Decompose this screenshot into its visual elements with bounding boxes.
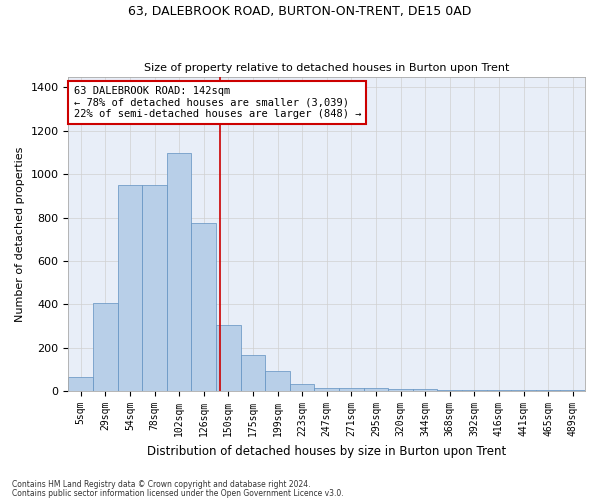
Bar bbox=[93, 304, 118, 391]
Title: Size of property relative to detached houses in Burton upon Trent: Size of property relative to detached ho… bbox=[144, 63, 509, 73]
Bar bbox=[167, 152, 191, 391]
Bar bbox=[511, 390, 536, 391]
Bar bbox=[241, 356, 265, 391]
X-axis label: Distribution of detached houses by size in Burton upon Trent: Distribution of detached houses by size … bbox=[147, 444, 506, 458]
Bar bbox=[290, 384, 314, 391]
Text: 63, DALEBROOK ROAD, BURTON-ON-TRENT, DE15 0AD: 63, DALEBROOK ROAD, BURTON-ON-TRENT, DE1… bbox=[128, 5, 472, 18]
Bar bbox=[191, 223, 216, 391]
Bar bbox=[118, 185, 142, 391]
Text: 63 DALEBROOK ROAD: 142sqm
← 78% of detached houses are smaller (3,039)
22% of se: 63 DALEBROOK ROAD: 142sqm ← 78% of detac… bbox=[74, 86, 361, 119]
Y-axis label: Number of detached properties: Number of detached properties bbox=[15, 146, 25, 322]
Bar bbox=[339, 388, 364, 391]
Bar bbox=[560, 390, 585, 391]
Bar bbox=[68, 377, 93, 391]
Text: Contains HM Land Registry data © Crown copyright and database right 2024.: Contains HM Land Registry data © Crown c… bbox=[12, 480, 311, 489]
Bar bbox=[462, 390, 487, 391]
Bar bbox=[413, 389, 437, 391]
Bar bbox=[487, 390, 511, 391]
Bar bbox=[536, 390, 560, 391]
Bar bbox=[216, 325, 241, 391]
Bar bbox=[314, 388, 339, 391]
Bar bbox=[142, 185, 167, 391]
Bar bbox=[364, 388, 388, 391]
Text: Contains public sector information licensed under the Open Government Licence v3: Contains public sector information licen… bbox=[12, 488, 344, 498]
Bar bbox=[388, 389, 413, 391]
Bar bbox=[437, 390, 462, 391]
Bar bbox=[265, 370, 290, 391]
